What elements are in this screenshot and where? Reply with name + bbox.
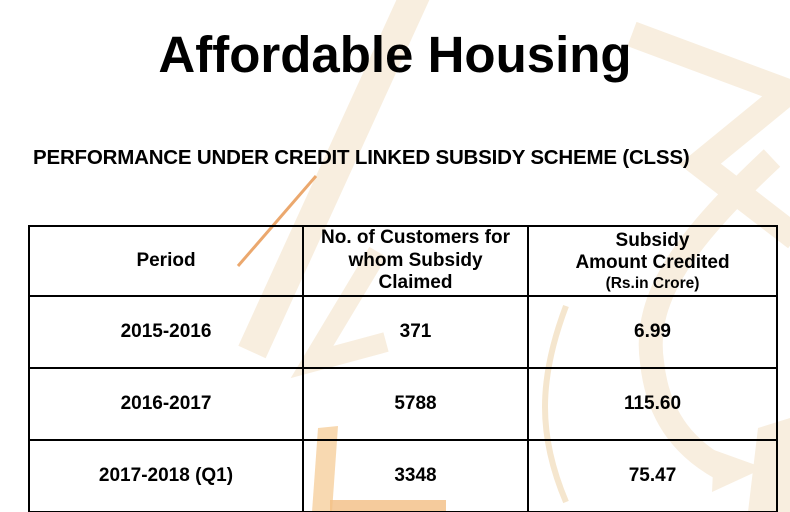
col-header-period: Period xyxy=(28,225,304,297)
cell-period: 2016-2017 xyxy=(28,367,304,441)
table-row: 2016-2017 5788 115.60 xyxy=(28,367,778,441)
section-heading: PERFORMANCE UNDER CREDIT LINKED SUBSIDY … xyxy=(33,146,690,169)
clss-performance-table: Period No. of Customers for whom Subsidy… xyxy=(28,225,778,512)
cell-period: 2017-2018 (Q1) xyxy=(28,439,304,512)
cell-customers-claimed: 3348 xyxy=(302,439,529,512)
col-header-subsidy-credited: Subsidy Amount Credited (Rs.in Crore) xyxy=(527,225,778,297)
cell-subsidy-credited: 6.99 xyxy=(527,295,778,369)
header-line: Claimed xyxy=(378,272,453,294)
cell-customers-claimed: 5788 xyxy=(302,367,529,441)
table-row: 2017-2018 (Q1) 3348 75.47 xyxy=(28,439,778,512)
header-row: Period No. of Customers for whom Subsidy… xyxy=(28,225,778,297)
header-line: Subsidy xyxy=(615,230,690,252)
table-row: 2015-2016 371 6.99 xyxy=(28,295,778,369)
header-line: Period xyxy=(136,249,196,271)
header-line: No. of Customers for xyxy=(321,227,510,249)
cell-customers-claimed: 371 xyxy=(302,295,529,369)
col-header-customers-claimed: No. of Customers for whom Subsidy Claime… xyxy=(302,225,529,297)
page-title: Affordable Housing xyxy=(158,26,632,83)
unit-note: (Rs.in Crore) xyxy=(605,274,700,292)
header-line: Amount Credited xyxy=(575,252,730,274)
header-line: whom Subsidy xyxy=(348,249,483,271)
cell-subsidy-credited: 115.60 xyxy=(527,367,778,441)
cell-subsidy-credited: 75.47 xyxy=(527,439,778,512)
cell-period: 2015-2016 xyxy=(28,295,304,369)
